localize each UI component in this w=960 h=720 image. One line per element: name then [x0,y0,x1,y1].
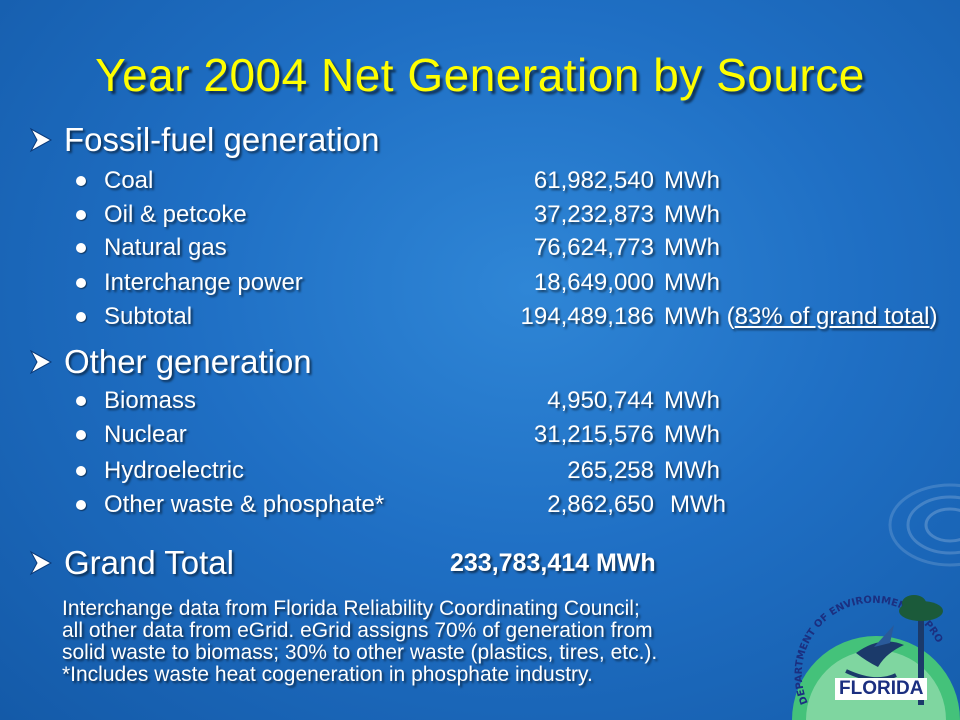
item-label: Biomass [104,387,197,414]
item-unit: MWh [664,234,720,261]
item-unit: MWh [664,421,720,448]
bullet-dot-icon [76,210,86,220]
item-unit: MWh (83% of grand total) [664,303,938,330]
other-heading-text: Other generation [64,343,312,380]
grand-total-label: Grand Total [64,544,234,581]
bullet-dot-icon [76,430,86,440]
logo-florida-text: FLORIDA [835,678,928,700]
list-item-interchange: Interchange power 18,649,000 MWh [76,268,956,298]
arrow-bullet-icon [29,127,53,153]
grand-total-value: 233,783,414 MWh [450,549,656,577]
list-item-nuclear: Nuclear 31,215,576 MWh [76,420,956,450]
fossil-section-heading: Fossil-fuel generation [28,120,380,160]
item-value: 194,489,186 [520,303,654,330]
item-unit: MWh [664,167,720,194]
item-unit: MWh [670,491,726,518]
item-label: Other waste & phosphate* [104,491,385,518]
item-label: Nuclear [104,421,187,448]
item-unit: MWh [664,457,720,484]
item-value: 265,258 [567,457,654,484]
footnote-line: Interchange data from Florida Reliabilit… [62,597,640,620]
list-item-oil: Oil & petcoke 37,232,873 MWh [76,200,956,230]
item-label: Oil & petcoke [104,201,247,228]
list-item-coal: Coal 61,982,540 MWh [76,166,956,196]
item-label: Subtotal [104,303,193,330]
item-label: Interchange power [104,269,303,296]
footnote-line: solid waste to biomass; 30% to other was… [62,641,658,664]
subtotal-share-note: 83% of grand total [734,303,930,330]
bullet-dot-icon [76,176,86,186]
bullet-dot-icon [76,466,86,476]
list-item-subtotal: Subtotal 194,489,186 MWh (83% of grand t… [76,302,956,332]
water-ripple-decoration [888,483,960,567]
list-item-hydroelectric: Hydroelectric 265,258 MWh [76,456,956,486]
footnote-line: *Includes waste heat cogeneration in pho… [62,663,593,686]
slide-title: Year 2004 Net Generation by Source [95,49,865,101]
list-item-biomass: Biomass 4,950,744 MWh [76,386,956,416]
item-value: 4,950,744 [547,387,654,414]
grand-total-row: Grand Total 233,783,414 MWh [28,543,928,583]
bullet-dot-icon [76,243,86,253]
bullet-dot-icon [76,500,86,510]
item-label: Coal [104,167,154,194]
item-value: 37,232,873 [533,201,654,228]
item-value: 31,215,576 [533,421,654,448]
footnote-line: all other data from eGrid. eGrid assigns… [62,619,653,642]
list-item-natural-gas: Natural gas 76,624,773 MWh [76,233,956,263]
bullet-dot-icon [76,396,86,406]
arrow-bullet-icon [29,550,53,576]
item-value: 18,649,000 [533,269,654,296]
arrow-bullet-icon [29,349,53,375]
item-label: Natural gas [104,234,227,261]
source-footnote: Interchange data from Florida Reliabilit… [62,598,822,686]
bullet-dot-icon [76,312,86,322]
item-value: 61,982,540 [533,167,654,194]
item-value: 2,862,650 [547,491,654,518]
fossil-heading-text: Fossil-fuel generation [64,121,380,158]
item-unit: MWh [664,269,720,296]
item-unit: MWh [664,387,720,414]
bullet-dot-icon [76,278,86,288]
item-value: 76,624,773 [533,234,654,261]
other-section-heading: Other generation [28,342,312,382]
item-label: Hydroelectric [104,457,245,484]
list-item-other-waste: Other waste & phosphate* 2,862,650 MWh [76,490,956,520]
item-unit: MWh [664,201,720,228]
